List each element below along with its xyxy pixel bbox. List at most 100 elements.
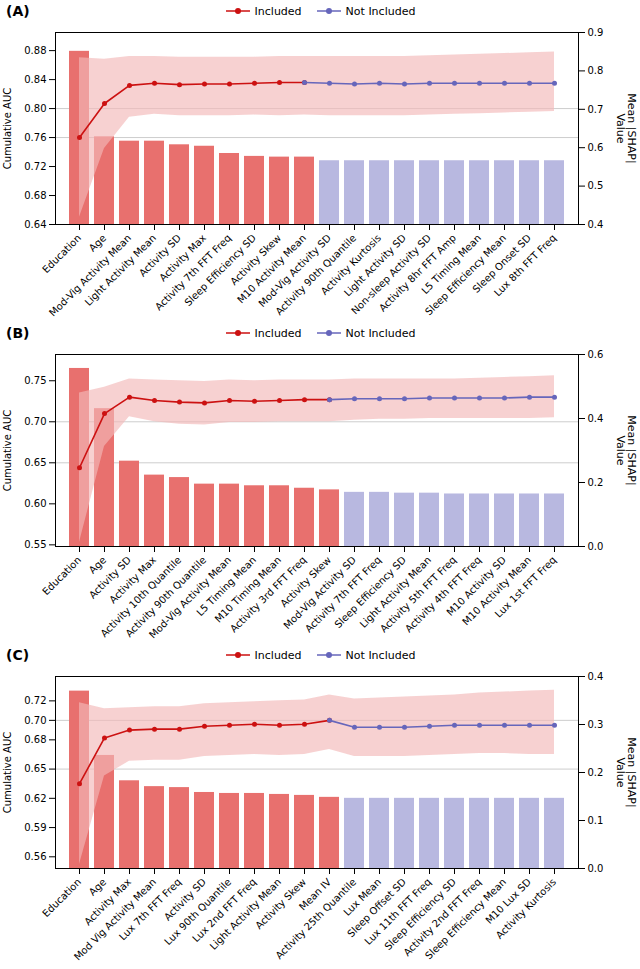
svg-text:0.60: 0.60 [24,498,46,509]
svg-text:0.70: 0.70 [24,715,46,726]
svg-text:0.62: 0.62 [24,793,46,804]
svg-text:Light Activity Mean: Light Activity Mean [207,876,284,952]
svg-text:Activity 4th FFT Freq: Activity 4th FFT Freq [403,554,484,635]
svg-text:0.65: 0.65 [24,457,46,468]
svg-text:Sleep Onset SD: Sleep Onset SD [470,232,534,295]
svg-text:0.4: 0.4 [588,413,604,424]
svg-text:Sleep Efficiency SD: Sleep Efficiency SD [382,876,459,953]
svg-text:Activity 5th FFT Freq: Activity 5th FFT Freq [378,554,459,635]
svg-text:0.4: 0.4 [588,219,604,230]
svg-text:L5 Timing Mean: L5 Timing Mean [419,232,484,297]
svg-text:Activity Skew: Activity Skew [253,876,309,932]
svg-text:Activity 10th Quantile: Activity 10th Quantile [98,554,184,640]
svg-text:Mod-Vig Activity SD: Mod-Vig Activity SD [281,554,359,632]
svg-text:Activity Kurtosis: Activity Kurtosis [494,876,559,941]
svg-text:Light Activity SD: Light Activity SD [341,232,409,299]
svg-text:Activity 90th Quantile: Activity 90th Quantile [273,232,359,318]
svg-text:Lux 1st FFT Freq: Lux 1st FFT Freq [493,554,558,619]
svg-text:0.6: 0.6 [588,142,604,153]
svg-text:0.3: 0.3 [588,719,604,730]
svg-text:Lux 7th FFT Freq: Lux 7th FFT Freq [116,876,184,943]
svg-text:Mean |SHAP|Value: Mean |SHAP|Value [614,737,638,807]
svg-text:0.75: 0.75 [24,375,46,386]
svg-text:M10 Activity Mean: M10 Activity Mean [460,554,534,628]
svg-text:0.59: 0.59 [24,822,46,833]
svg-text:0.0: 0.0 [588,541,604,552]
svg-text:0.5: 0.5 [588,180,604,191]
svg-text:Activity 8hr FFT Amp: Activity 8hr FFT Amp [376,232,459,314]
svg-text:Education: Education [40,232,83,275]
svg-text:Activity Max: Activity Max [157,232,209,284]
svg-text:Mod-Vig Activity Mean: Mod-Vig Activity Mean [47,232,134,319]
svg-text:Activity 3rd FFT Freq: Activity 3rd FFT Freq [228,554,309,635]
svg-text:Sleep Efficiency SD: Sleep Efficiency SD [182,232,259,309]
svg-text:Lux 2nd FFT Freq: Lux 2nd FFT Freq [190,876,259,945]
svg-text:0.55: 0.55 [24,539,46,550]
svg-text:0.64: 0.64 [24,219,46,230]
svg-text:0.4: 0.4 [588,671,604,682]
svg-text:0.84: 0.84 [24,74,46,85]
svg-text:Activity 2nd FFT Freq: Activity 2nd FFT Freq [401,876,484,959]
svg-text:0.88: 0.88 [24,45,46,56]
svg-text:Activity SD: Activity SD [161,876,209,923]
svg-text:0.56: 0.56 [24,851,46,862]
svg-text:Activity Kurtosis: Activity Kurtosis [318,232,384,297]
svg-text:Cumulative AUC: Cumulative AUC [2,410,13,491]
svg-text:M10 Timing Mean: M10 Timing Mean [212,554,284,625]
svg-text:Cumulative AUC: Cumulative AUC [2,88,13,169]
svg-text:Sleep Efficiency Mean: Sleep Efficiency Mean [422,232,509,318]
svg-text:0.8: 0.8 [588,65,604,76]
svg-text:0.9: 0.9 [588,27,604,38]
svg-text:Activity Max: Activity Max [82,876,134,928]
svg-text:Activity Skew: Activity Skew [228,232,284,288]
svg-text:Activity Skew: Activity Skew [278,554,334,610]
svg-text:Activity 7th FFT Freq: Activity 7th FFT Freq [303,554,384,635]
svg-text:Sleep Offset SD: Sleep Offset SD [345,876,409,940]
svg-text:M10 Activity SD: M10 Activity SD [444,554,509,618]
svg-text:Activity SD: Activity SD [86,554,134,601]
svg-text:0.68: 0.68 [24,734,46,745]
svg-text:Activity SD: Activity SD [136,232,184,279]
svg-text:Non-sleep Activity SD: Non-sleep Activity SD [349,232,434,317]
svg-text:Mean |SHAP|Value: Mean |SHAP|Value [614,415,638,485]
svg-text:0.2: 0.2 [588,477,604,488]
svg-text:0.72: 0.72 [24,161,46,172]
svg-text:Lux 90th Quantile: Lux 90th Quantile [162,876,234,948]
svg-text:Activity 25th Quantile: Activity 25th Quantile [273,876,358,961]
svg-text:Lux 8th FFT Freq: Lux 8th FFT Freq [492,232,558,298]
svg-text:Mod-Vig Activity SD: Mod-Vig Activity SD [256,232,334,310]
svg-text:0.65: 0.65 [24,763,46,774]
svg-text:Mod Vig Activity Mean: Mod Vig Activity Mean [71,876,159,963]
svg-text:0.68: 0.68 [24,190,46,201]
svg-text:Cumulative AUC: Cumulative AUC [2,732,13,813]
svg-text:Lux 11th FFT Freq: Lux 11th FFT Freq [362,876,434,947]
svg-text:Activity 90th Quantile: Activity 90th Quantile [123,554,209,640]
svg-text:M10 Activity Mean: M10 Activity Mean [235,232,309,306]
svg-text:Light Activity Mean: Light Activity Mean [82,232,159,308]
svg-text:0.0: 0.0 [588,863,604,874]
svg-text:M10 Lux SD: M10 Lux SD [483,876,534,926]
svg-text:Sleep Efficiency Mean: Sleep Efficiency Mean [422,876,509,962]
svg-text:Sleep Efficiency SD: Sleep Efficiency SD [332,554,409,631]
svg-text:Activity 7th FFT Freq: Activity 7th FFT Freq [153,232,234,313]
svg-text:Mean IV: Mean IV [297,876,334,913]
svg-text:Mean |SHAP|Value: Mean |SHAP|Value [614,93,638,163]
svg-text:Education: Education [40,876,83,919]
svg-text:Activity Max: Activity Max [107,554,159,606]
svg-text:0.2: 0.2 [588,767,604,778]
svg-text:Age: Age [87,554,108,575]
svg-text:0.6: 0.6 [588,349,604,360]
svg-text:0.70: 0.70 [24,416,46,427]
svg-text:0.72: 0.72 [24,695,46,706]
svg-text:Age: Age [87,876,108,897]
svg-text:0.76: 0.76 [24,132,46,143]
svg-text:L5 Timing Mean: L5 Timing Mean [194,554,259,619]
svg-text:0.80: 0.80 [24,103,46,114]
svg-text:Age: Age [87,232,108,253]
svg-text:Education: Education [40,554,83,597]
svg-text:Lux Mean: Lux Mean [341,876,384,918]
svg-text:0.7: 0.7 [588,104,604,115]
svg-text:Light Activity Mean: Light Activity Mean [357,554,434,630]
svg-text:0.1: 0.1 [588,815,604,826]
svg-text:Mod-Vig Activity Mean: Mod-Vig Activity Mean [147,554,234,641]
